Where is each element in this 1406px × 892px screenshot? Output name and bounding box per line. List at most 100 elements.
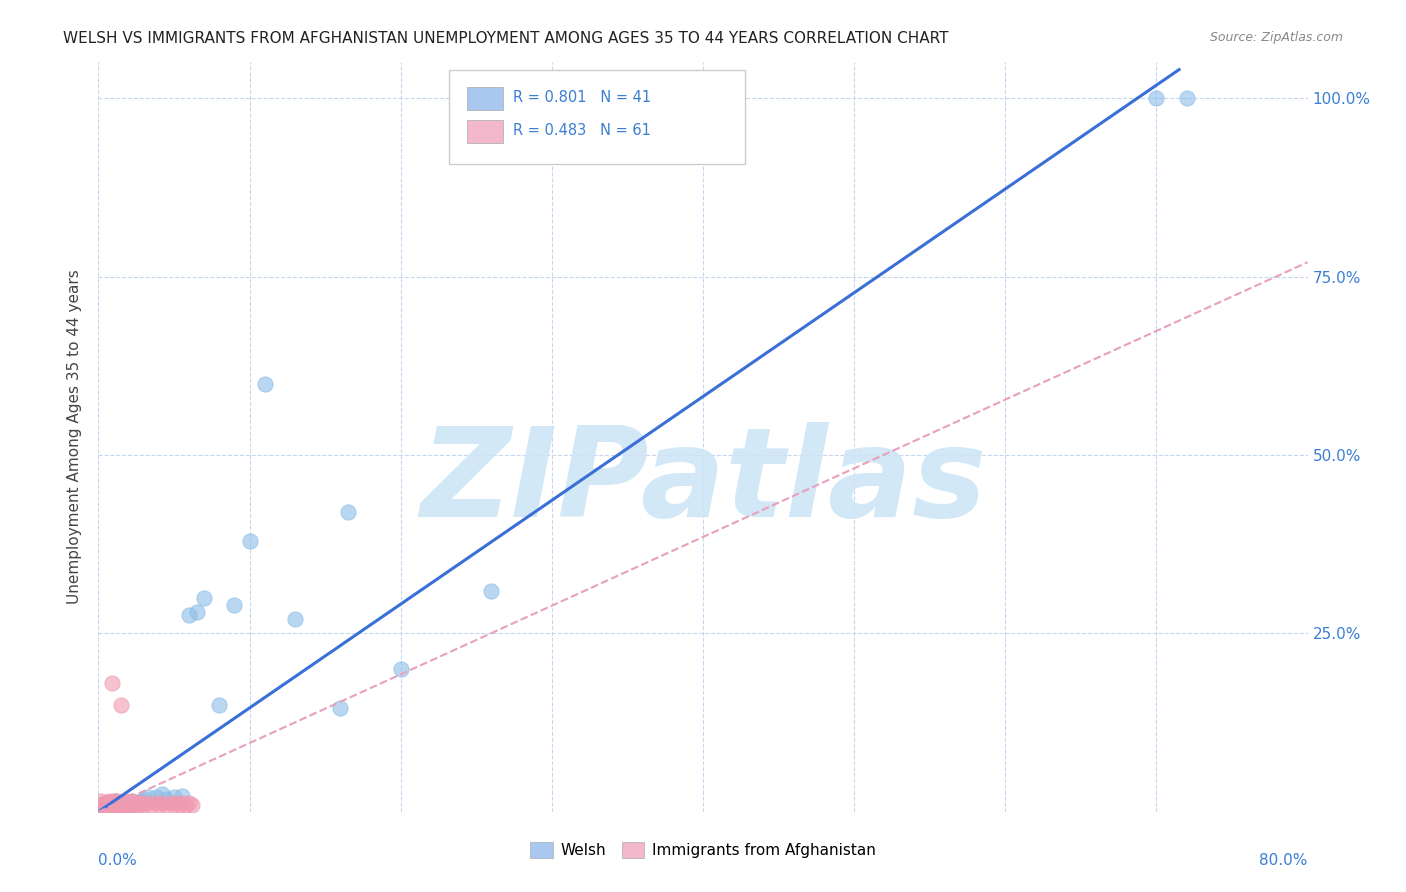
Point (122, 797, 145, 812)
Point (170, 789, 193, 803)
Point (129, 796, 152, 810)
Point (103, 797, 125, 812)
Point (103, 794, 125, 808)
Text: Source: ZipAtlas.com: Source: ZipAtlas.com (1209, 31, 1343, 45)
Point (389, 662, 412, 676)
Point (90, 794, 112, 808)
Point (94, 796, 117, 810)
Point (136, 790, 159, 805)
Point (94, 796, 117, 810)
Point (91, 799, 114, 814)
Point (148, 797, 170, 812)
Point (111, 797, 134, 812)
Point (101, 797, 124, 812)
Point (104, 797, 127, 812)
Point (127, 796, 149, 810)
Point (169, 797, 191, 812)
Point (179, 796, 201, 810)
Point (110, 799, 132, 814)
Point (114, 794, 136, 808)
Point (108, 797, 131, 812)
Point (145, 796, 167, 810)
Point (150, 796, 173, 810)
Point (208, 698, 231, 712)
FancyBboxPatch shape (467, 87, 503, 110)
Point (336, 505, 359, 519)
Point (155, 797, 177, 812)
Point (93, 796, 115, 810)
Point (96, 796, 118, 810)
Point (1175, 91, 1198, 105)
Point (110, 796, 132, 810)
Text: R = 0.801   N = 41: R = 0.801 N = 41 (513, 90, 651, 105)
Point (676, 91, 699, 105)
Point (224, 598, 246, 612)
Point (89, 799, 111, 814)
Point (103, 799, 125, 814)
Point (107, 796, 129, 810)
Point (124, 796, 146, 810)
Point (181, 797, 204, 812)
Point (98, 797, 121, 812)
Point (253, 376, 276, 391)
Point (132, 797, 155, 812)
Point (129, 794, 152, 808)
Point (128, 797, 150, 812)
Point (118, 796, 141, 810)
Point (186, 605, 208, 619)
Point (100, 799, 122, 814)
Point (179, 608, 201, 623)
Point (1144, 91, 1167, 105)
Point (98, 794, 121, 808)
Point (91, 797, 114, 812)
Point (94, 799, 117, 814)
Point (104, 796, 127, 810)
Text: 0.0%: 0.0% (98, 853, 138, 868)
Point (91, 799, 114, 814)
Point (96, 799, 118, 814)
Point (166, 796, 188, 810)
Point (135, 796, 157, 810)
Text: 80.0%: 80.0% (1260, 853, 1308, 868)
Point (125, 797, 148, 812)
Point (96, 799, 118, 814)
Point (100, 796, 122, 810)
Point (163, 790, 186, 805)
Point (107, 796, 129, 810)
Point (94, 797, 117, 812)
Point (239, 533, 262, 548)
Point (98, 797, 121, 812)
Point (112, 796, 135, 810)
Text: ZIPatlas: ZIPatlas (420, 422, 986, 542)
Point (118, 797, 141, 812)
Point (150, 787, 173, 801)
Point (284, 612, 307, 626)
Y-axis label: Unemployment Among Ages 35 to 44 years: Unemployment Among Ages 35 to 44 years (67, 269, 83, 605)
Point (90, 799, 112, 814)
Text: WELSH VS IMMIGRANTS FROM AFGHANISTAN UNEMPLOYMENT AMONG AGES 35 TO 44 YEARS CORR: WELSH VS IMMIGRANTS FROM AFGHANISTAN UNE… (63, 31, 949, 46)
Point (100, 797, 122, 812)
Point (105, 797, 128, 812)
Point (108, 797, 131, 812)
Point (145, 790, 167, 805)
FancyBboxPatch shape (449, 70, 745, 163)
Point (193, 591, 215, 605)
Point (121, 794, 143, 808)
Point (114, 797, 136, 812)
Point (111, 797, 134, 812)
Point (121, 794, 143, 808)
Point (104, 794, 127, 808)
Text: R = 0.483   N = 61: R = 0.483 N = 61 (513, 123, 651, 138)
Point (160, 796, 183, 810)
Point (93, 799, 115, 814)
FancyBboxPatch shape (467, 120, 503, 143)
Point (132, 792, 155, 806)
Point (172, 796, 194, 810)
Point (114, 796, 136, 810)
Point (163, 797, 186, 812)
Point (103, 799, 125, 814)
Point (105, 794, 128, 808)
Point (110, 698, 132, 712)
Point (93, 797, 115, 812)
Point (101, 676, 124, 690)
